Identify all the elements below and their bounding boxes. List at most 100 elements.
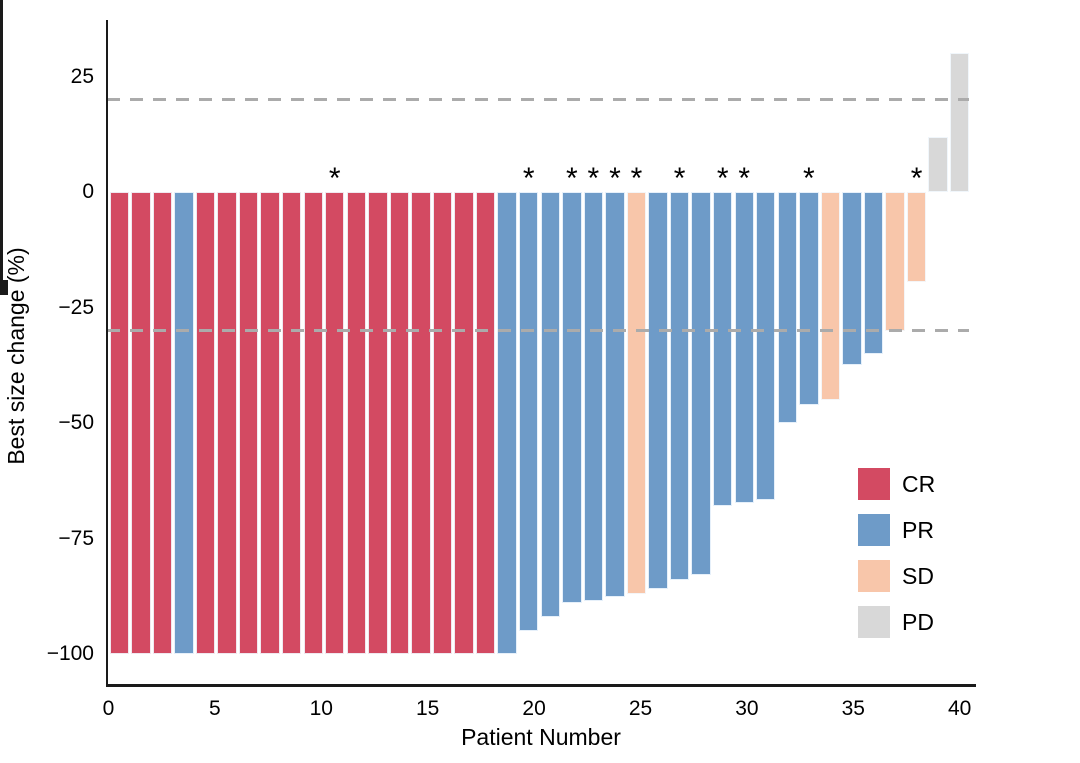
bar-patient-10: [303, 192, 323, 654]
x-tick-32: [0, 217, 3, 224]
x-tick-label-30: 30: [735, 697, 759, 720]
x-tick-6: [0, 35, 3, 42]
bar-patient-35: [842, 192, 862, 366]
x-tick-label-0: 0: [102, 697, 115, 720]
x-tick-31: [0, 210, 3, 217]
x-tick-5: [0, 28, 3, 35]
significance-marker-patient-30: *: [738, 162, 751, 195]
legend-swatch-PR: [858, 514, 890, 546]
x-tick-11: [0, 70, 3, 77]
x-tick-10: [0, 63, 3, 70]
x-tick-label-35: 35: [841, 697, 865, 720]
bar-patient-26: [648, 192, 668, 590]
threshold-line-20: [107, 98, 969, 102]
bar-patient-11: [325, 192, 345, 654]
bar-patient-16: [432, 192, 453, 654]
y-tick-0: [0, 282, 8, 285]
bar-patient-4: [174, 192, 194, 654]
bar-patient-34: [820, 192, 841, 400]
y-tick--100: [0, 292, 8, 295]
legend-swatch-SD: [858, 560, 890, 592]
x-tick-36: [0, 245, 3, 252]
x-tick-label-20: 20: [522, 697, 546, 720]
x-tick-29: [0, 196, 3, 203]
x-tick-8: [0, 49, 3, 56]
x-tick-label-25: 25: [628, 697, 653, 720]
significance-marker-patient-38: *: [910, 162, 923, 195]
bar-patient-13: [368, 192, 388, 654]
significance-marker-patient-24: *: [609, 162, 621, 195]
x-tick-28: [0, 189, 3, 196]
legend-swatch-CR: [858, 468, 890, 500]
x-tick-24: [0, 161, 3, 168]
legend-swatch-PD: [858, 606, 890, 638]
bar-patient-9: [281, 192, 302, 654]
x-tick-40: [0, 273, 3, 280]
bar-patient-15: [411, 192, 431, 654]
bar-patient-32: [777, 192, 798, 423]
x-tick-37: [0, 252, 3, 259]
y-tick-label--25: −25: [58, 295, 94, 319]
bar-patient-22: [562, 192, 582, 604]
bar-patient-29: [712, 192, 733, 507]
x-tick-21: [0, 140, 3, 147]
x-tick-9: [0, 56, 3, 63]
significance-marker-patient-29: *: [716, 162, 729, 195]
x-tick-23: [0, 154, 3, 161]
bar-patient-40: [950, 53, 970, 192]
bar-patient-28: [691, 192, 711, 576]
x-tick-38: [0, 259, 3, 266]
x-tick-26: [0, 175, 3, 182]
bar-patient-1: [109, 192, 129, 654]
bar-patient-7: [238, 192, 259, 654]
bar-patient-19: [497, 192, 517, 654]
y-tick-label--100: −100: [46, 642, 94, 665]
x-tick-25: [0, 168, 3, 175]
x-tick-label-40: 40: [948, 697, 972, 720]
x-axis-line: [105, 684, 976, 687]
x-tick-3: [0, 14, 3, 21]
y-tick-label-25: 25: [70, 64, 94, 88]
legend-label-PR: PR: [902, 517, 934, 543]
bar-patient-12: [346, 192, 367, 654]
bar-patient-25: [626, 192, 647, 594]
x-tick-4: [0, 21, 3, 28]
x-tick-2: [0, 7, 3, 14]
bar-patient-8: [260, 192, 280, 654]
bar-patient-27: [669, 192, 690, 581]
ticks-layer: 25 0 −25 −50 −75 −100 0 5 10 15 20 25 30 35 40: [0, 0, 971, 720]
x-tick-15: [0, 98, 3, 105]
y-axis-title-text: Best size change (%): [3, 247, 29, 465]
legend-label-CR: CR: [902, 471, 936, 497]
bar-patient-23: [583, 192, 604, 601]
x-tick-label-10: 10: [309, 697, 333, 720]
y-tick-25: [0, 280, 8, 283]
significance-marker-patient-27: *: [673, 162, 686, 195]
y-tick-label-0: 0: [82, 180, 94, 203]
bar-patient-31: [756, 192, 776, 500]
significance-marker-patient-11: *: [328, 162, 341, 195]
bar-patient-38: [906, 192, 927, 283]
bar-patient-30: [734, 192, 754, 503]
bar-patient-36: [863, 192, 884, 354]
bar-patient-21: [540, 192, 560, 618]
x-tick-27: [0, 182, 3, 189]
x-tick-12: [0, 77, 3, 84]
bar-patient-24: [605, 192, 625, 597]
y-tick--25: [0, 285, 8, 288]
x-axis-title-text: Patient Number: [461, 724, 621, 750]
x-tick-39: [0, 266, 3, 273]
x-tick-19: [0, 126, 3, 133]
significance-marker-patient-33: *: [803, 162, 815, 195]
y-tick-label--75: −75: [58, 526, 94, 550]
x-tick-20: [0, 133, 3, 140]
bar-patient-14: [389, 192, 410, 654]
legend-label-PD: PD: [902, 609, 934, 635]
y-tick-label--50: −50: [58, 411, 94, 434]
significance-marker-patient-23: *: [587, 162, 600, 195]
x-tick-17: [0, 112, 3, 119]
x-tick-22: [0, 147, 3, 154]
x-tick-label-5: 5: [209, 697, 221, 720]
significance-marker-patient-22: *: [565, 162, 578, 195]
